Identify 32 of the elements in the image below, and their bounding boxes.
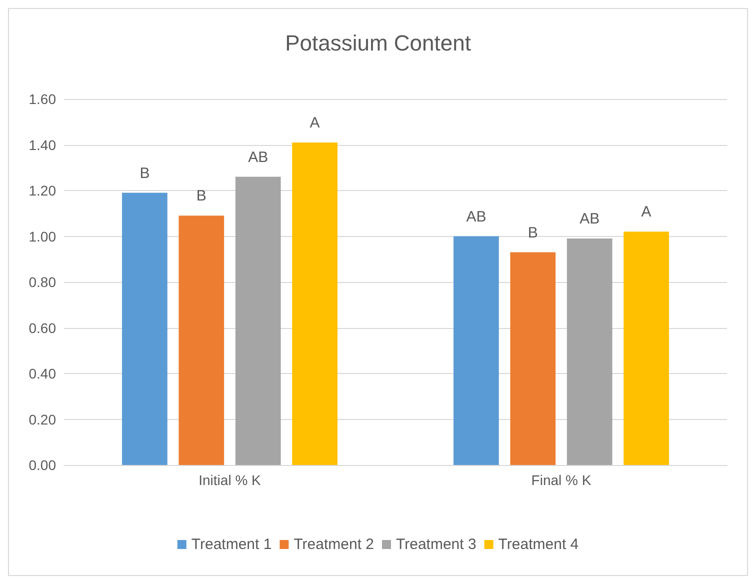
bar xyxy=(454,236,499,465)
legend-label: Treatment 1 xyxy=(191,536,272,553)
data-label: AB xyxy=(248,148,268,166)
y-tick-label: 0.20 xyxy=(28,411,56,428)
y-tick-label: 1.40 xyxy=(28,136,56,153)
x-tick-label: Final % K xyxy=(531,472,592,488)
y-tick-label: 0.60 xyxy=(28,320,56,336)
y-tick-label: 1.60 xyxy=(28,91,56,107)
y-tick-label: 1.00 xyxy=(28,228,56,244)
legend-label: Treatment 2 xyxy=(294,536,374,553)
bar xyxy=(178,216,224,465)
data-label: AB xyxy=(466,208,486,226)
data-label: AB xyxy=(580,210,600,228)
y-tick-label: 0.40 xyxy=(28,366,56,382)
y-tick-label: 0.80 xyxy=(28,274,56,290)
bar xyxy=(624,232,669,465)
bar xyxy=(510,252,556,465)
chart-title: Potassium Content xyxy=(285,30,471,56)
data-label: A xyxy=(641,204,652,221)
legend-label: Treatment 3 xyxy=(396,536,476,553)
bar xyxy=(566,238,612,465)
data-label: B xyxy=(528,224,538,242)
data-label: A xyxy=(310,114,320,132)
y-tick-label: 1.20 xyxy=(28,182,56,198)
x-tick-label: Initial % K xyxy=(198,472,262,488)
bar xyxy=(235,176,281,465)
data-label: B xyxy=(140,164,150,182)
legend-label: Treatment 4 xyxy=(498,536,579,553)
data-label: B xyxy=(196,188,206,205)
y-tick-label: 0.00 xyxy=(28,457,56,473)
bar xyxy=(122,192,168,465)
bar xyxy=(292,142,338,465)
